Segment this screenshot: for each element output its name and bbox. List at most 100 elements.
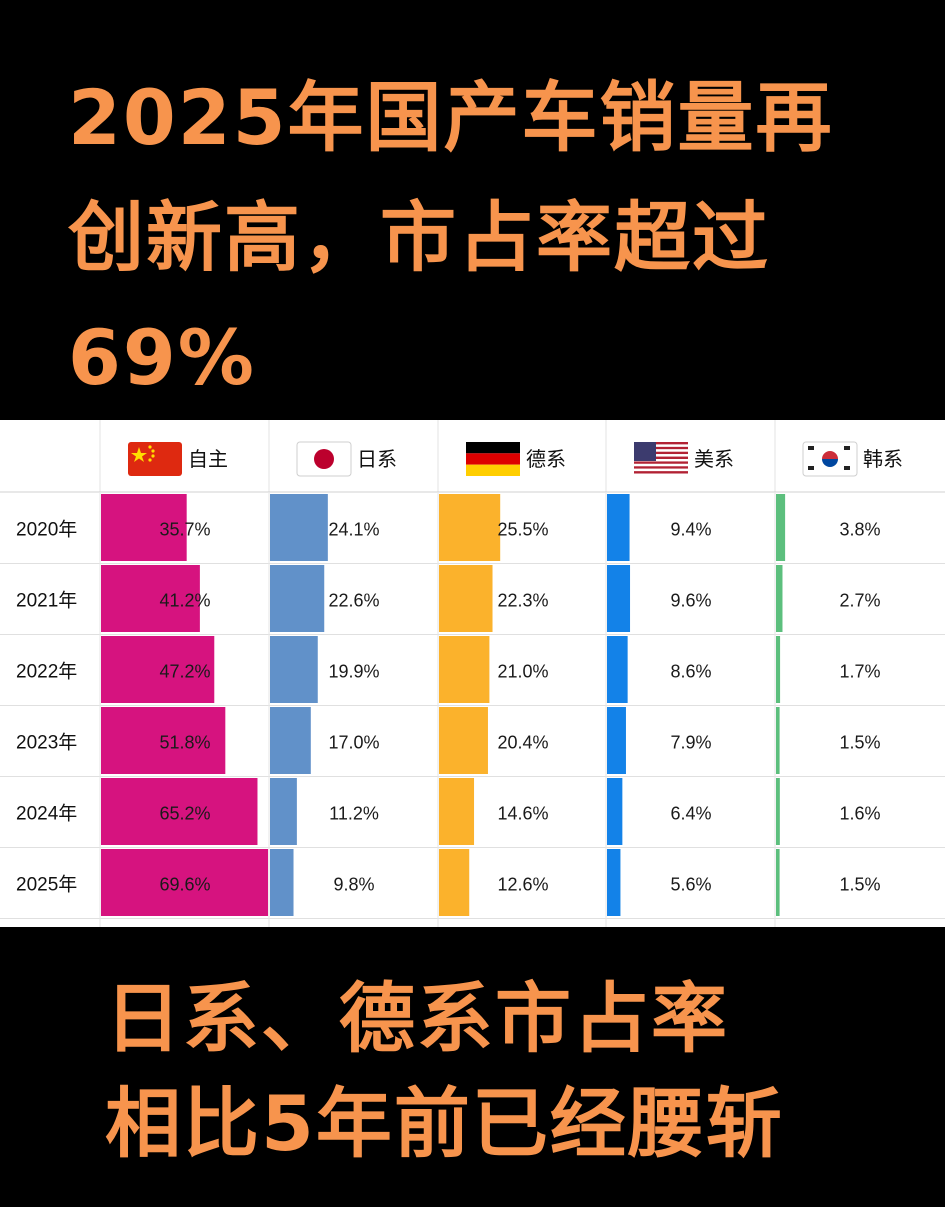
flag-trigram [844, 446, 850, 450]
bar [776, 636, 781, 703]
flag-disc [314, 449, 334, 469]
china-flag-icon [128, 442, 182, 476]
flag-trigram [808, 446, 814, 450]
bar [607, 707, 626, 774]
bar [776, 707, 780, 774]
flag-stripe [634, 463, 688, 467]
row-label: 2022年 [16, 661, 77, 683]
flag-big-star [131, 447, 147, 462]
data-label: 25.5% [497, 520, 548, 540]
data-label: 7.9% [670, 733, 711, 753]
usa-flag-icon [634, 442, 688, 476]
flag-field [128, 442, 182, 476]
bar [439, 636, 490, 703]
data-label: 51.8% [159, 733, 210, 753]
flag-stripe [634, 442, 688, 445]
flag-stripe [634, 444, 688, 447]
data-label: 1.7% [839, 662, 880, 682]
bar [607, 636, 628, 703]
flag-stripe [634, 473, 688, 476]
data-label: 19.9% [328, 662, 379, 682]
flag-stripe [634, 456, 688, 459]
data-label: 47.2% [159, 662, 210, 682]
bar [101, 565, 200, 632]
bar [439, 565, 493, 632]
data-label: 8.6% [670, 662, 711, 682]
flag-stripe [634, 454, 688, 457]
legend-label-1: 日系 [357, 448, 397, 471]
data-label: 21.0% [497, 662, 548, 682]
flag-stripe [634, 449, 688, 452]
row-label: 2023年 [16, 732, 77, 754]
bar [270, 494, 328, 561]
legend-label-3: 美系 [694, 448, 734, 471]
bar [776, 565, 783, 632]
data-label: 9.8% [333, 875, 374, 895]
data-label: 12.6% [497, 875, 548, 895]
flag-stripe [634, 461, 688, 464]
data-label: 65.2% [159, 804, 210, 824]
data-label: 1.5% [839, 733, 880, 753]
data-label: 24.1% [328, 520, 379, 540]
bar [607, 778, 623, 845]
flag-trigram [808, 466, 814, 470]
bar [607, 849, 621, 916]
flag-stripe [634, 471, 688, 474]
flag-taeguk-red [822, 451, 838, 459]
bar [101, 494, 187, 561]
bar [270, 707, 311, 774]
data-label: 35.7% [159, 520, 210, 540]
data-label: 11.2% [329, 804, 379, 824]
flag-small-star [151, 449, 155, 453]
bar [439, 707, 488, 774]
legend-label-4: 韩系 [863, 448, 903, 471]
data-label: 41.2% [159, 591, 210, 611]
flag-stripe [634, 468, 688, 472]
headline: 2025年国产车销量再 创新高，市占率超过 69% [68, 73, 834, 402]
flag-stripe [634, 459, 688, 462]
germany-flag-icon [466, 442, 520, 476]
row-label: 2020年 [16, 519, 77, 541]
bar [270, 636, 318, 703]
data-label: 9.4% [670, 520, 711, 540]
flag-small-star [148, 458, 152, 462]
data-label: 22.3% [497, 591, 548, 611]
data-label: 6.4% [670, 804, 711, 824]
bar [776, 494, 786, 561]
bar [439, 849, 470, 916]
chart-svg: 自主 日系 德系 美系 韩系 2020年 35.7% 24.1% 25.5% 9.4% 3.8% 20… [0, 420, 945, 927]
data-label: 1.6% [839, 804, 880, 824]
data-label: 14.6% [497, 804, 548, 824]
bar [101, 707, 226, 774]
korea-flag-icon [802, 441, 858, 477]
bar [101, 778, 258, 845]
bar [776, 849, 780, 916]
flag-stripe [634, 446, 688, 450]
flag-stripe-black [466, 442, 520, 454]
data-label: 1.5% [839, 875, 880, 895]
bar [439, 494, 501, 561]
flag-stripe [634, 466, 688, 469]
bar [607, 565, 631, 632]
footer-text: 日系、德系市占率 相比5年前已经腰斩 [105, 974, 784, 1168]
bar [607, 494, 630, 561]
row-label: 2021年 [16, 590, 77, 612]
bar [101, 636, 215, 703]
bar [776, 778, 780, 845]
bar [270, 565, 325, 632]
market-share-chart: 自主 日系 德系 美系 韩系 2020年 35.7% 24.1% 25.5% 9.4% 3.8% 20… [0, 420, 945, 927]
legend-label-0: 自主 [188, 448, 228, 471]
japan-flag-icon [296, 441, 352, 477]
data-label: 2.7% [839, 591, 880, 611]
row-label: 2025年 [16, 874, 77, 896]
flag-small-star [148, 445, 152, 449]
data-label: 5.6% [670, 875, 711, 895]
legend-label-2: 德系 [526, 448, 566, 471]
flag-stripe-red [466, 453, 520, 465]
data-label: 69.6% [159, 875, 210, 895]
data-label: 20.4% [497, 733, 548, 753]
flag-canton [634, 442, 656, 461]
flag-stripe [634, 451, 688, 455]
bar [270, 849, 294, 916]
row-label: 2024年 [16, 803, 77, 825]
